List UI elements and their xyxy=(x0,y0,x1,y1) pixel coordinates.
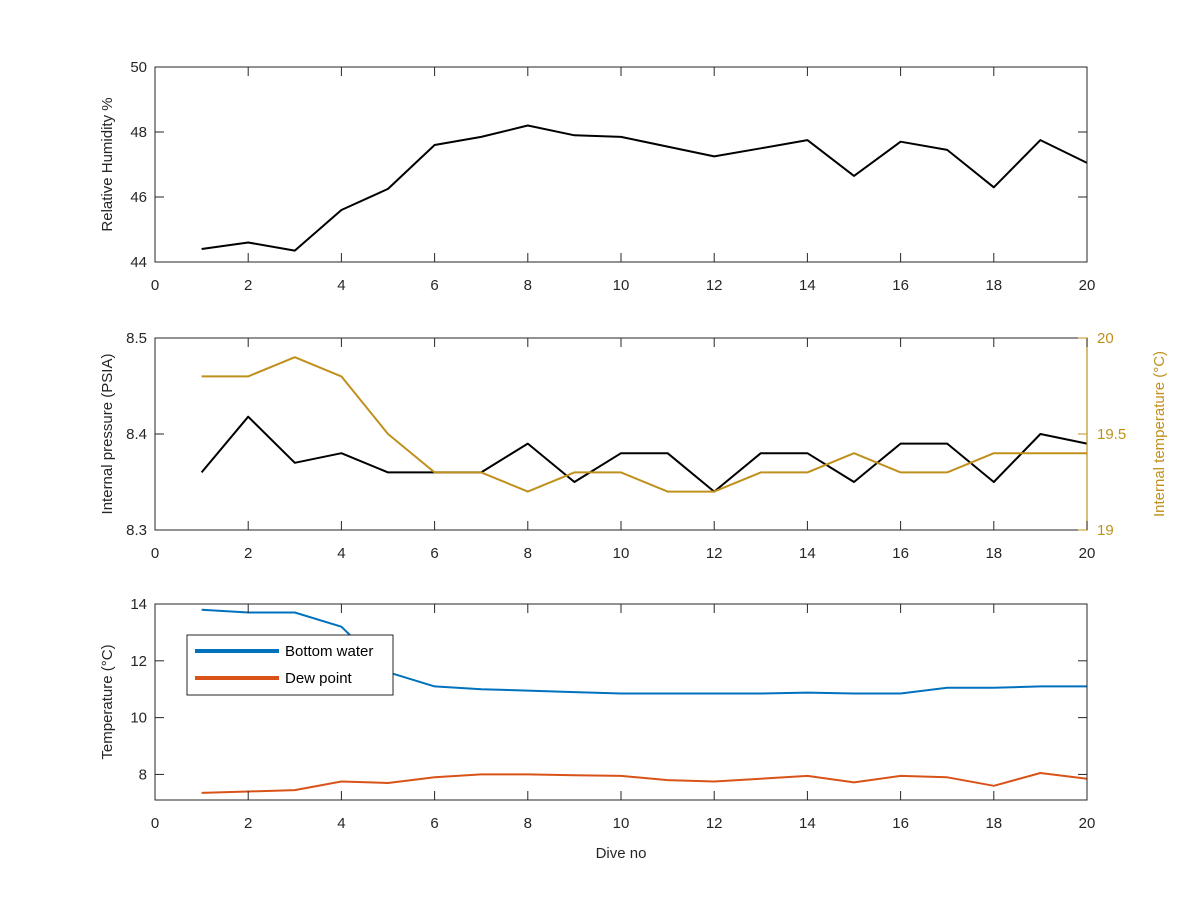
panel-3: 0 2 4 6 8 10 12 14 16 18 20 8 10 12 14 Temperature (°C)… xyxy=(99,596,1095,862)
y-right-tick-label: 20 xyxy=(1097,330,1114,347)
legend-label-bottom-water: Bottom water xyxy=(285,643,373,660)
y-tick-label: 44 xyxy=(130,254,147,271)
y-axis-label: Temperature (°C) xyxy=(99,644,116,759)
x-tick-label: 2 xyxy=(244,545,252,562)
x-tick-label: 2 xyxy=(244,815,252,832)
x-tick-label: 18 xyxy=(985,815,1002,832)
legend: Bottom water Dew point xyxy=(186,634,394,696)
y-axis-label: Relative Humidity % xyxy=(99,97,116,231)
y-axis-label: Internal pressure (PSIA) xyxy=(99,354,116,515)
y-tick-label: 50 xyxy=(130,59,147,76)
x-tick-label: 4 xyxy=(337,277,345,294)
panel-2: 0 2 4 6 8 10 12 14 16 18 20 8.3 8.4 8.5 19 19.5 20 Intern… xyxy=(99,330,1168,562)
x-tick-label: 6 xyxy=(430,815,438,832)
y-tick-label: 14 xyxy=(130,596,147,613)
y-tick-label: 12 xyxy=(130,653,147,670)
x-tick-label: 14 xyxy=(799,277,816,294)
y-tick-label: 48 xyxy=(130,124,147,141)
y-right-tick-label: 19.5 xyxy=(1097,426,1126,443)
series-line-2-1 xyxy=(200,415,1088,493)
y-right-tick-label: 19 xyxy=(1097,522,1114,539)
x-tick-label: 16 xyxy=(892,815,909,832)
x-tick-label: 10 xyxy=(613,545,630,562)
x-tick-label: 6 xyxy=(430,277,438,294)
x-tick-label: 16 xyxy=(892,277,909,294)
x-axis-label: Dive no xyxy=(596,845,647,862)
series-line-dew-point xyxy=(201,772,1088,794)
x-tick-label: 12 xyxy=(706,277,723,294)
x-tick-label: 18 xyxy=(985,277,1002,294)
x-tick-label: 12 xyxy=(706,815,723,832)
y-tick-label: 8.5 xyxy=(126,330,147,347)
x-tick-label: 4 xyxy=(337,545,345,562)
series-line-2-2 xyxy=(201,356,1087,493)
x-tick-label: 18 xyxy=(985,545,1002,562)
x-tick-label: 20 xyxy=(1079,815,1096,832)
x-tick-label: 8 xyxy=(524,545,532,562)
x-tick-label: 20 xyxy=(1079,277,1096,294)
x-tick-label: 12 xyxy=(706,545,723,562)
x-tick-label: 6 xyxy=(430,545,438,562)
x-tick-label: 0 xyxy=(151,277,159,294)
y-tick-label: 8 xyxy=(139,766,147,783)
y-tick-label: 10 xyxy=(130,710,147,727)
x-tick-label: 8 xyxy=(524,815,532,832)
x-tick-label: 0 xyxy=(151,815,159,832)
x-tick-label: 14 xyxy=(799,815,816,832)
x-tick-label: 4 xyxy=(337,815,345,832)
series-line-bottom-water xyxy=(201,608,1087,695)
legend-box xyxy=(186,634,394,696)
x-tick-label: 20 xyxy=(1079,545,1096,562)
y-tick-label: 8.4 xyxy=(126,426,147,443)
x-tick-label: 16 xyxy=(892,545,909,562)
x-tick-label: 14 xyxy=(799,545,816,562)
x-tick-label: 8 xyxy=(524,277,532,294)
x-tick-label: 10 xyxy=(613,277,630,294)
y-tick-label: 46 xyxy=(130,189,147,206)
series-line-1-1 xyxy=(201,124,1088,252)
legend-label-dew-point: Dew point xyxy=(285,670,353,687)
y-tick-label: 8.3 xyxy=(126,522,147,539)
x-tick-label: 10 xyxy=(613,815,630,832)
x-tick-label: 2 xyxy=(244,277,252,294)
x-tick-label: 0 xyxy=(151,545,159,562)
y-right-axis-label: Internal temperature (°C) xyxy=(1151,351,1168,517)
